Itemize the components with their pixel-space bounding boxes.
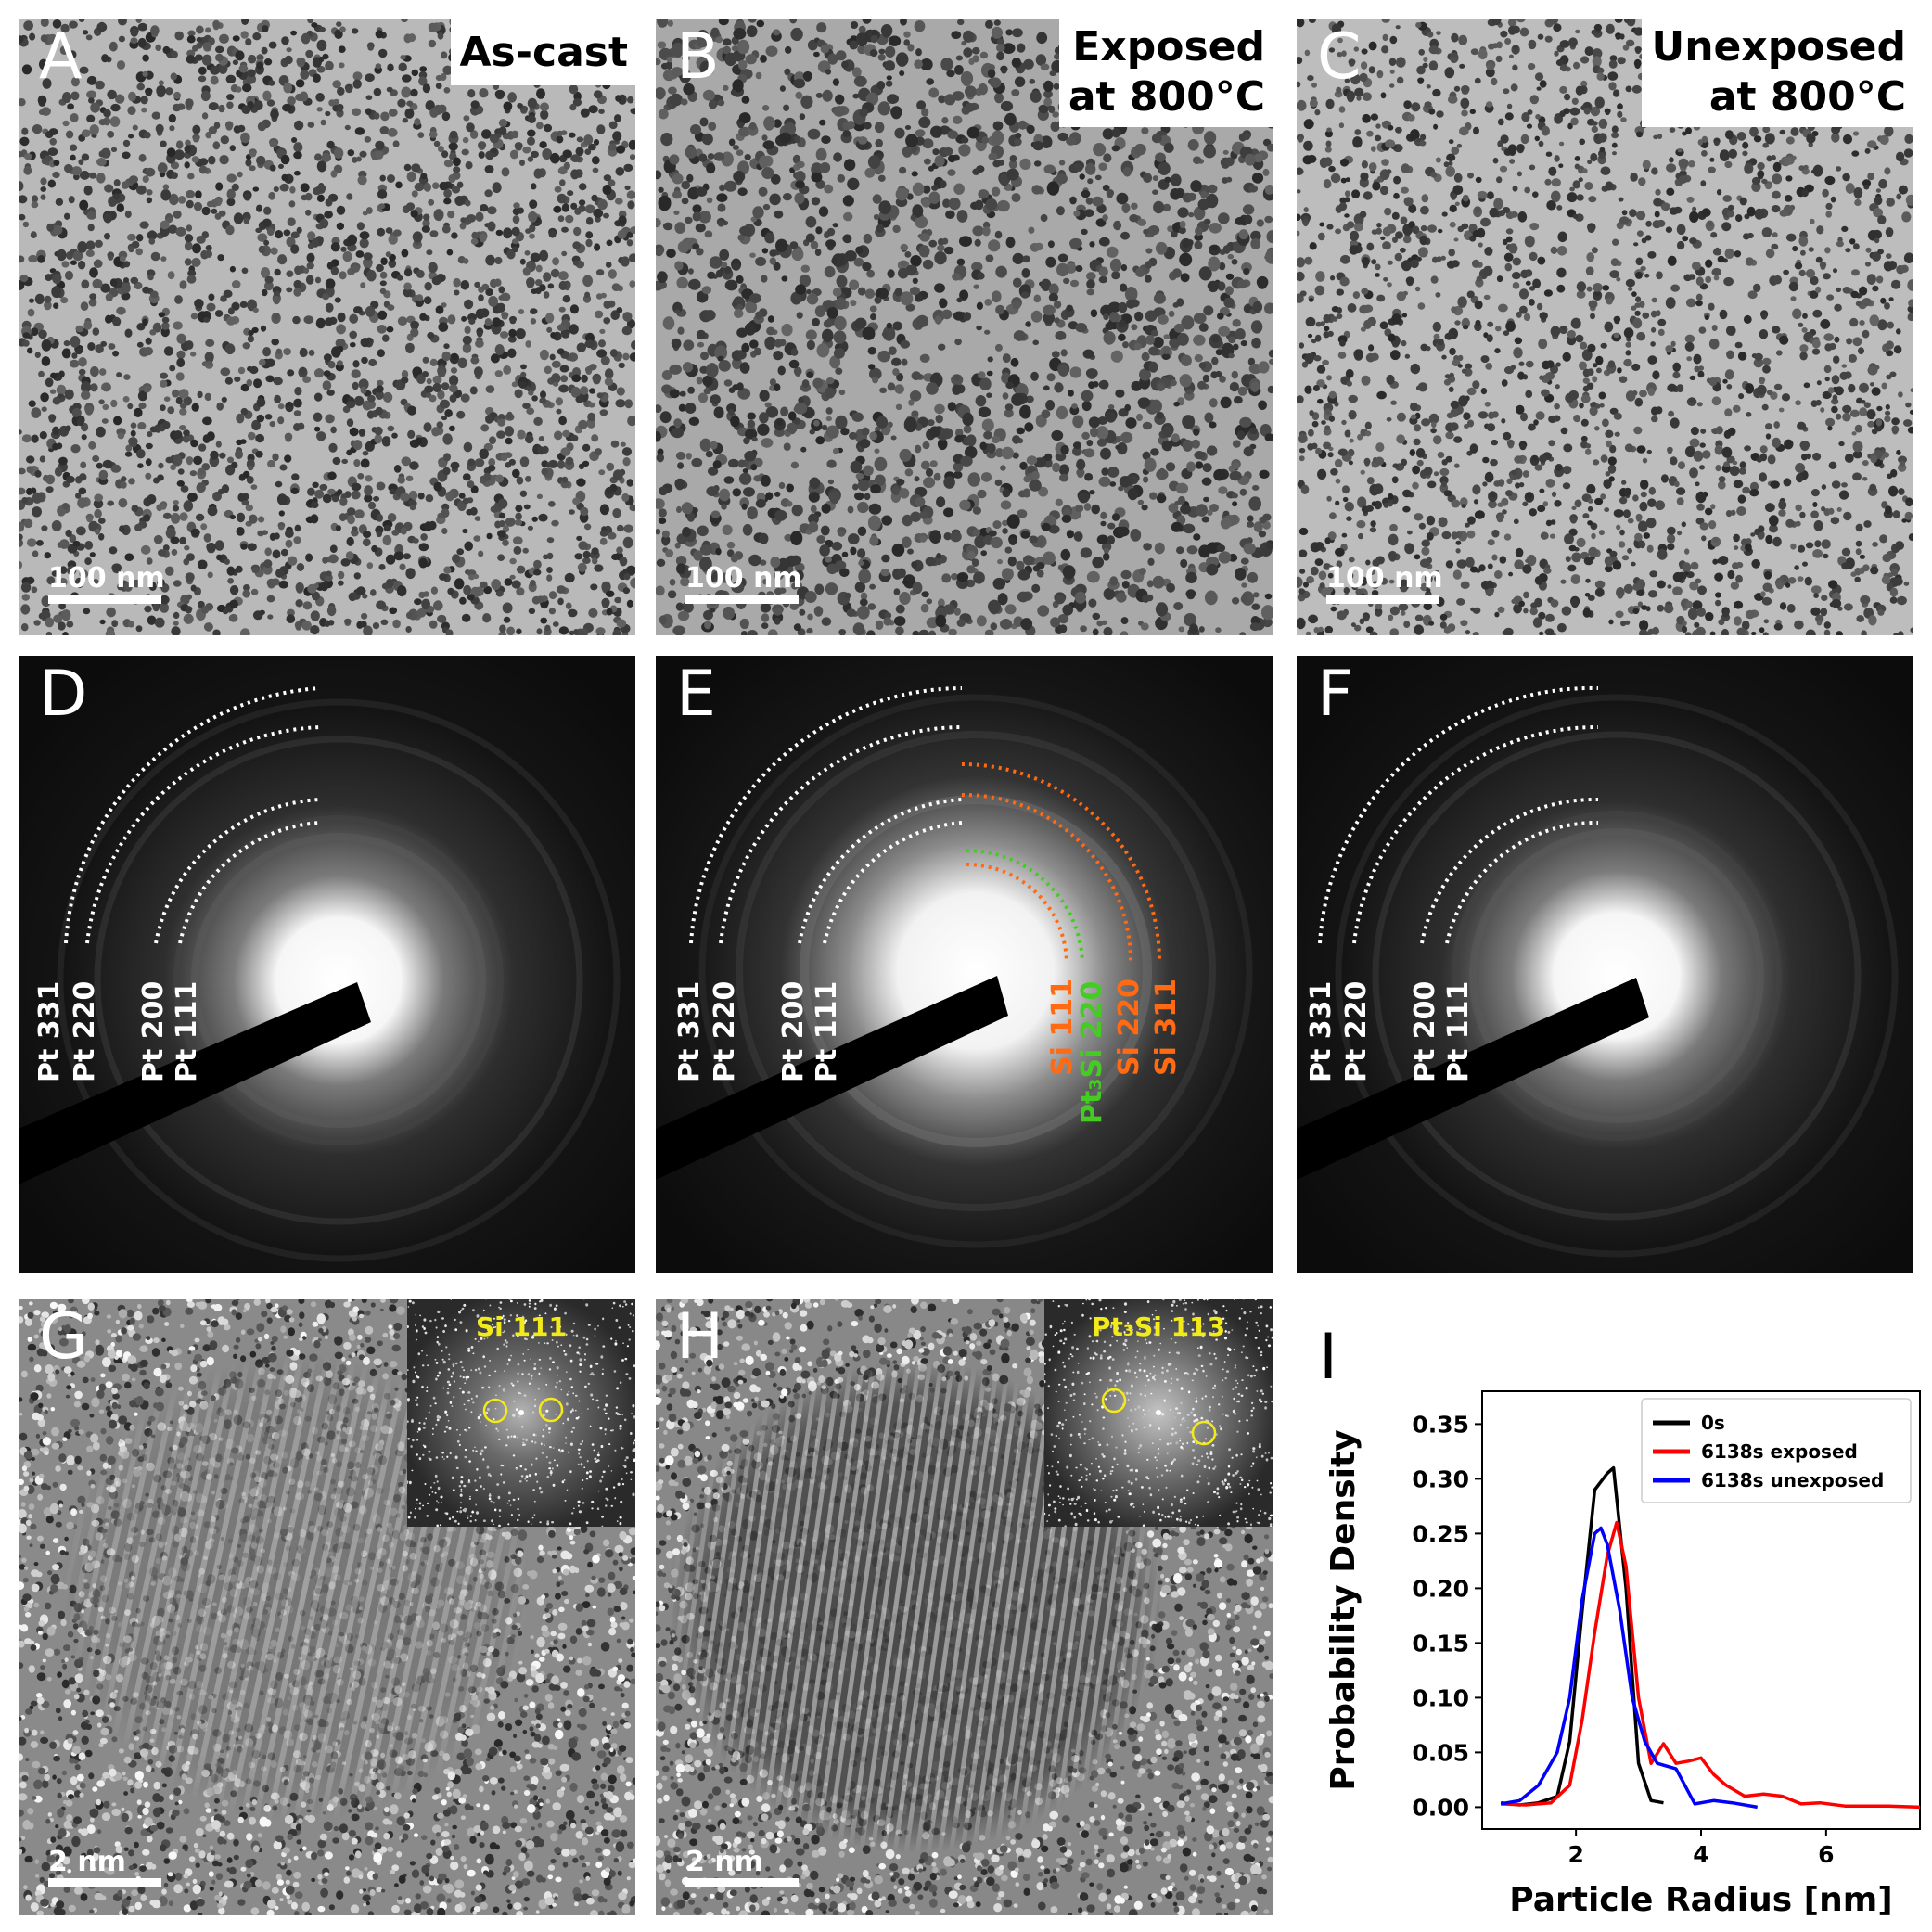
x-tick-label: 6 <box>1818 1841 1834 1868</box>
x-tick-label: 4 <box>1693 1841 1708 1868</box>
fft-image <box>407 1299 635 1527</box>
tem-image-unexposed: C Unexposed at 800°C 100 nm <box>1297 19 1913 635</box>
series-line-1 <box>1501 1465 1664 1807</box>
fft-inset-label: Si 111 <box>476 1311 567 1342</box>
tem-micrograph <box>19 19 635 635</box>
legend-box <box>1641 1398 1912 1503</box>
ring-label-pt-200: Pt 200 <box>777 980 810 1082</box>
panel-letter: I <box>1319 1321 1338 1394</box>
scale-bar-label: 2 nm <box>685 1846 763 1878</box>
panel-letter: E <box>676 658 716 731</box>
ring-label-pt-220: Pt 220 <box>709 980 741 1082</box>
y-tick-label: 0.25 <box>1412 1520 1469 1547</box>
diffraction-image <box>1297 656 1913 1273</box>
panel-letter: B <box>676 20 720 94</box>
scale-bar-label: 100 nm <box>1326 562 1443 595</box>
tem-image-as-cast: A As-cast 100 nm <box>19 19 635 635</box>
diffraction-pattern-unexposed: F Pt 331 Pt 220 Pt 200 Pt 111 <box>1297 656 1913 1273</box>
fft-inset: Pt₃Si 113 <box>1044 1299 1273 1527</box>
legend-label-1: 0s <box>1701 1412 1725 1434</box>
panel-letter: A <box>39 20 83 94</box>
ring-label-pt-200: Pt 200 <box>137 980 170 1082</box>
legend-label-2: 6138s exposed <box>1701 1440 1858 1463</box>
ring-label-si-220: Si 220 <box>1113 979 1145 1076</box>
diffraction-image <box>656 656 1273 1273</box>
scale-bar-label: 2 nm <box>48 1846 126 1878</box>
x-axis-label: Particle Radius [nm] <box>1509 1881 1892 1919</box>
ring-label-pt3si-220: Pt₃Si 220 <box>1076 980 1108 1124</box>
diffraction-pattern-as-cast: D Pt 331 Pt 220 Pt 200 Pt 111 <box>19 656 635 1273</box>
scale-bar-line <box>1326 595 1439 604</box>
ring-label-si-311: Si 311 <box>1150 979 1183 1076</box>
condition-label: Exposed at 800°C <box>1058 19 1273 128</box>
tem-image-exposed: B Exposed at 800°C 100 nm <box>656 19 1273 635</box>
panel-letter: F <box>1317 658 1354 731</box>
condition-line-1: As-cast <box>459 29 629 76</box>
diffraction-image <box>19 656 635 1273</box>
ring-label-pt-331: Pt 331 <box>1305 980 1337 1082</box>
ring-label-pt-111: Pt 111 <box>811 980 843 1082</box>
y-axis-label: Probability Density <box>1324 1429 1363 1790</box>
series-line-3 <box>1500 1526 1759 1810</box>
diffraction-pattern-exposed: E Pt 331 Pt 220 Pt 200 Pt 111 Si 111 Pt₃… <box>656 656 1273 1273</box>
ring-label-pt-331: Pt 331 <box>33 980 66 1082</box>
chart-canvas: 0.00 0.05 0.10 0.15 0.20 0.25 0.30 0.35 2 4 6 Parti… <box>1324 1390 1921 1919</box>
y-tick-label: 0.35 <box>1412 1411 1469 1438</box>
scale-bar: 100 nm <box>48 565 165 604</box>
legend-label-3: 6138s unexposed <box>1701 1469 1884 1491</box>
y-tick-label: 0.05 <box>1412 1739 1469 1766</box>
hrtem-image-si: G Si 111 2 nm <box>19 1299 635 1915</box>
ring-label-pt-200: Pt 200 <box>1409 980 1441 1082</box>
ring-label-pt-220: Pt 220 <box>69 980 101 1082</box>
x-tick-label: 2 <box>1567 1841 1583 1868</box>
series-line-2 <box>1501 1520 1921 1810</box>
scale-bar: 2 nm <box>685 1849 799 1887</box>
panel-letter: H <box>676 1300 724 1374</box>
condition-line-2: at 800°C <box>1068 72 1265 121</box>
panel-letter: C <box>1317 20 1362 94</box>
y-tick-label: 0.20 <box>1412 1575 1469 1602</box>
fft-inset: Si 111 <box>407 1299 635 1527</box>
panel-letter: G <box>39 1300 88 1374</box>
scale-bar-line <box>48 1878 161 1887</box>
scale-bar: 100 nm <box>1326 565 1443 604</box>
panel-letter: D <box>39 658 88 731</box>
ring-label-pt-111: Pt 111 <box>171 980 203 1082</box>
condition-line-1: Exposed <box>1072 23 1265 70</box>
scale-bar-label: 100 nm <box>48 562 165 595</box>
ring-label-pt-111: Pt 111 <box>1442 980 1475 1082</box>
scale-bar-label: 100 nm <box>685 562 802 595</box>
ring-label-pt-331: Pt 331 <box>673 980 706 1082</box>
scale-bar-line <box>685 595 799 604</box>
condition-line-2: at 800°C <box>1708 72 1906 121</box>
fft-image <box>1044 1299 1273 1527</box>
scale-bar-line <box>685 1878 799 1887</box>
scale-bar-line <box>48 595 161 604</box>
scale-bar: 2 nm <box>48 1849 161 1887</box>
y-tick-label: 0.30 <box>1412 1465 1469 1492</box>
y-tick-label: 0.00 <box>1412 1794 1469 1821</box>
size-distribution-chart: I 0.00 0.05 0.10 0.15 0.20 0.25 0.30 0.35 2 4 6 Par… <box>1299 1299 1932 1932</box>
hrtem-image-pt3si: H Pt₃Si 113 2 nm <box>656 1299 1273 1915</box>
y-tick-label: 0.10 <box>1412 1684 1469 1711</box>
y-tick-label: 0.15 <box>1412 1630 1469 1657</box>
ring-label-pt-220: Pt 220 <box>1340 980 1373 1082</box>
condition-label: As-cast <box>450 19 635 85</box>
fft-inset-label: Pt₃Si 113 <box>1091 1311 1226 1342</box>
scale-bar: 100 nm <box>685 565 802 604</box>
ring-label-si-111: Si 111 <box>1046 979 1079 1076</box>
condition-label: Unexposed at 800°C <box>1642 19 1913 128</box>
condition-line-1: Unexposed <box>1651 23 1906 70</box>
